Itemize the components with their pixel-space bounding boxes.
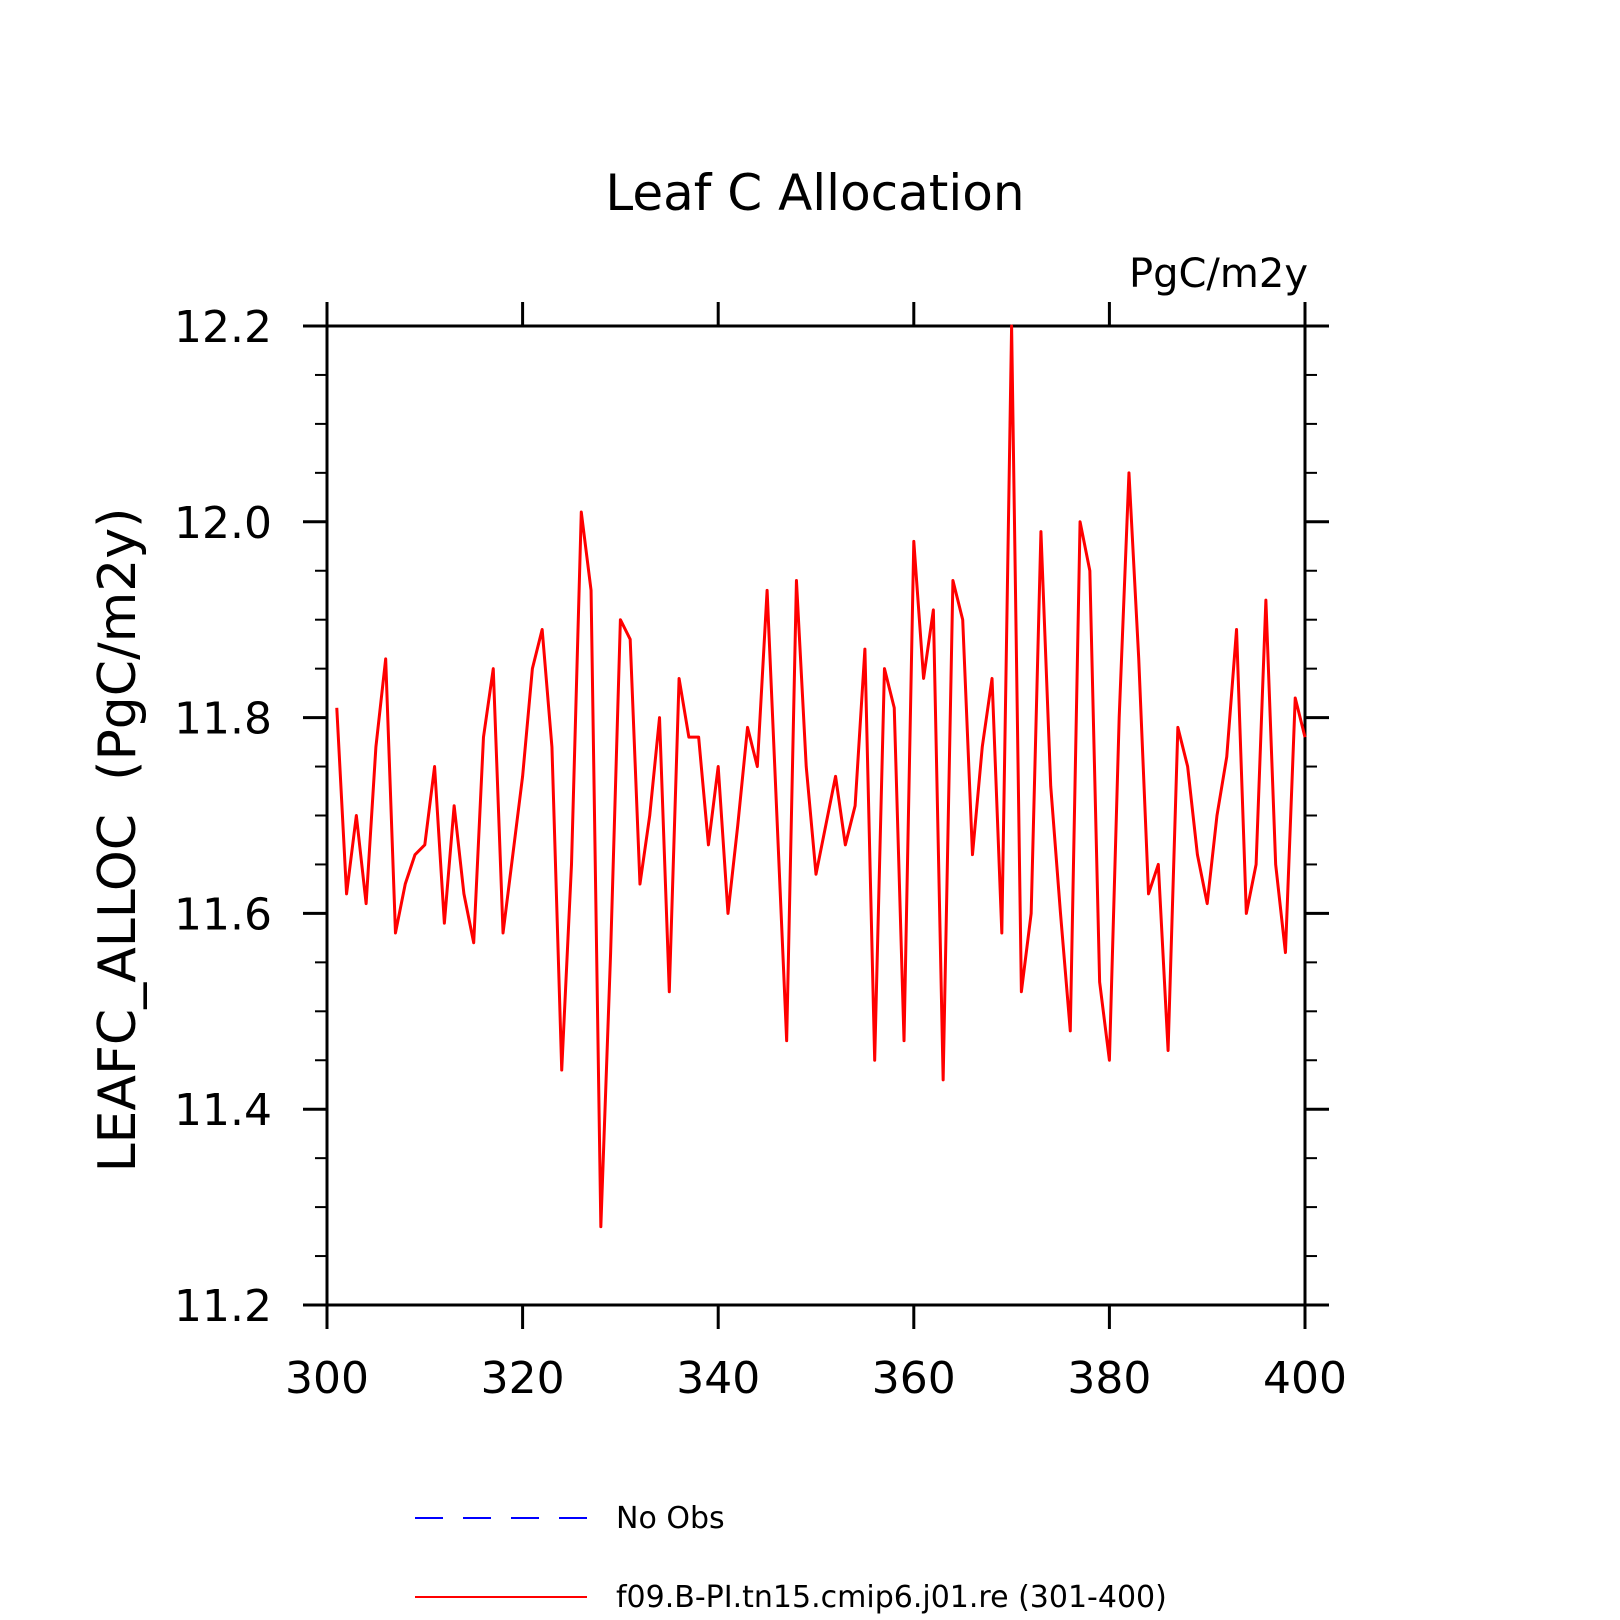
x-tick-label: 340 [676,1353,760,1404]
y-tick-label: 11.6 [174,889,272,940]
axes: 300 320 340 360 380 400 11.2 11.4 11.6 11.8 12.0 12… [174,302,1347,1404]
legend-label: f09.B-PI.tn15.cmip6.j01.re (301-400) [616,1580,1167,1615]
legend: No Obs f09.B-PI.tn15.cmip6.j01.re (301-40… [415,1501,1167,1615]
legend-label: No Obs [616,1501,725,1536]
plot-area [335,324,1307,1229]
y-tick-label: 11.8 [174,694,272,745]
y-tick-label: 12.0 [174,498,272,549]
y-axis-label: LEAFC_ALLOC (PgC/m2y) [88,508,148,1173]
units-label: PgC/m2y [1129,251,1308,297]
chart-title: Leaf C Allocation [605,164,1024,222]
y-tick-label: 12.2 [174,302,272,353]
x-tick-label: 380 [1067,1353,1151,1404]
plot-frame [325,324,1307,1307]
series-line [335,324,1307,1229]
x-tick-label: 320 [481,1353,565,1404]
x-tick-label: 300 [285,1353,369,1404]
y-tick-label: 11.2 [174,1281,272,1332]
x-tick-label: 400 [1263,1353,1347,1404]
x-tick-label: 360 [872,1353,956,1404]
y-tick-label: 11.4 [174,1085,272,1136]
